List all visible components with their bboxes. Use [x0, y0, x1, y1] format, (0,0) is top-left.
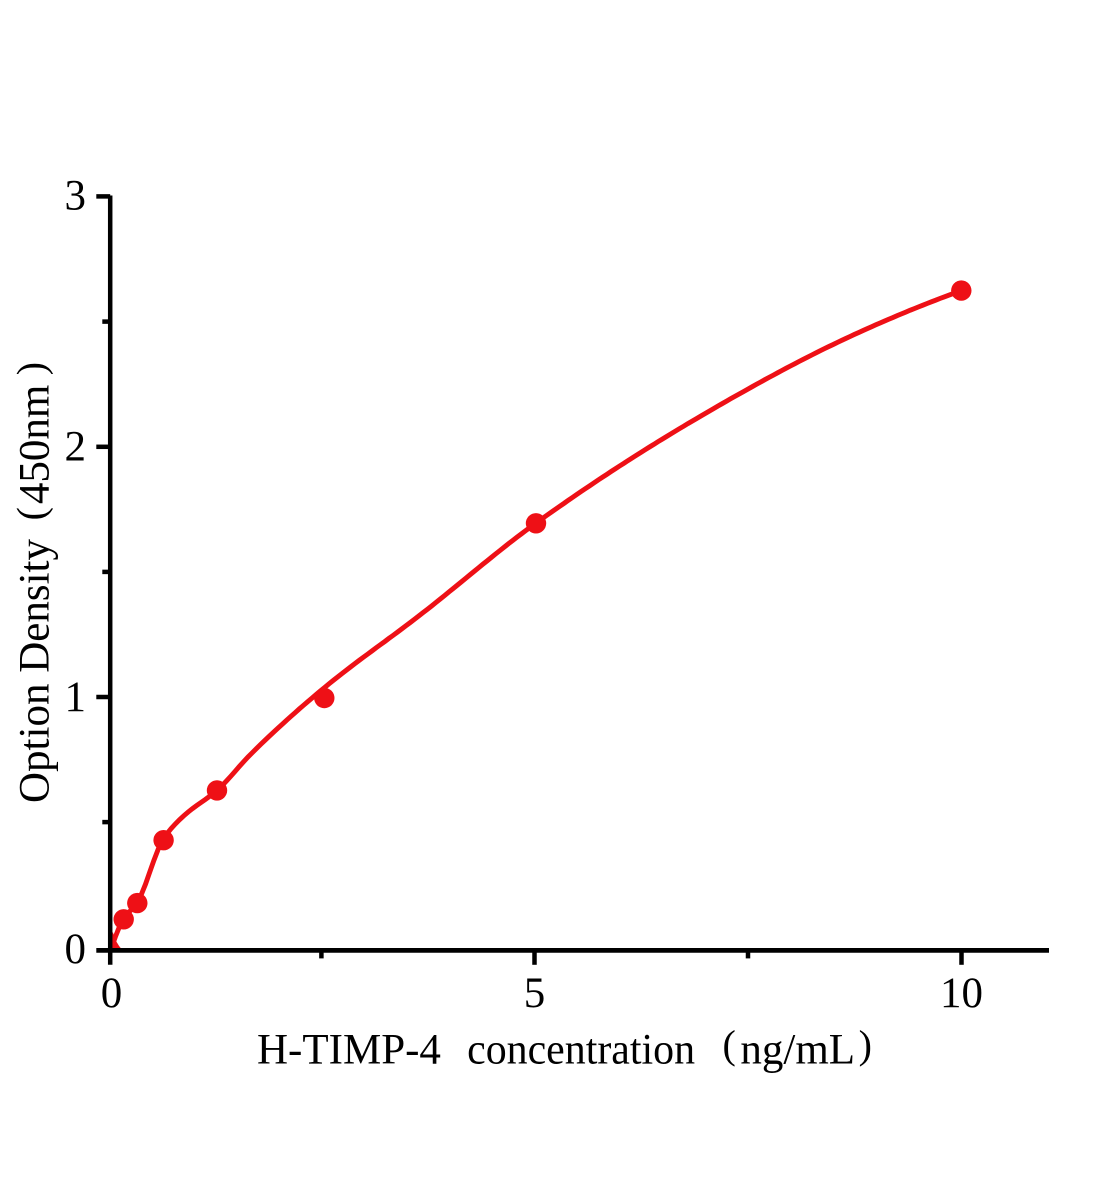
svg-text:10: 10: [940, 970, 983, 1017]
svg-text:1: 1: [65, 674, 87, 721]
svg-text:concentration: concentration: [467, 1027, 695, 1074]
svg-text:Option Density: Option Density: [11, 539, 58, 803]
svg-text:H-TIMP-4: H-TIMP-4: [257, 1027, 441, 1074]
svg-text:0: 0: [65, 926, 87, 973]
svg-text:450nm: 450nm: [11, 385, 58, 504]
svg-text:ng/mL: ng/mL: [740, 1027, 855, 1074]
svg-text:): ): [8, 362, 53, 375]
svg-text:): ): [859, 1022, 872, 1067]
svg-text:2: 2: [65, 424, 87, 471]
svg-text:3: 3: [65, 173, 87, 220]
svg-text:(: (: [723, 1022, 736, 1067]
svg-text:0: 0: [101, 970, 123, 1017]
svg-text:5: 5: [524, 970, 546, 1017]
svg-text:(: (: [8, 507, 53, 520]
